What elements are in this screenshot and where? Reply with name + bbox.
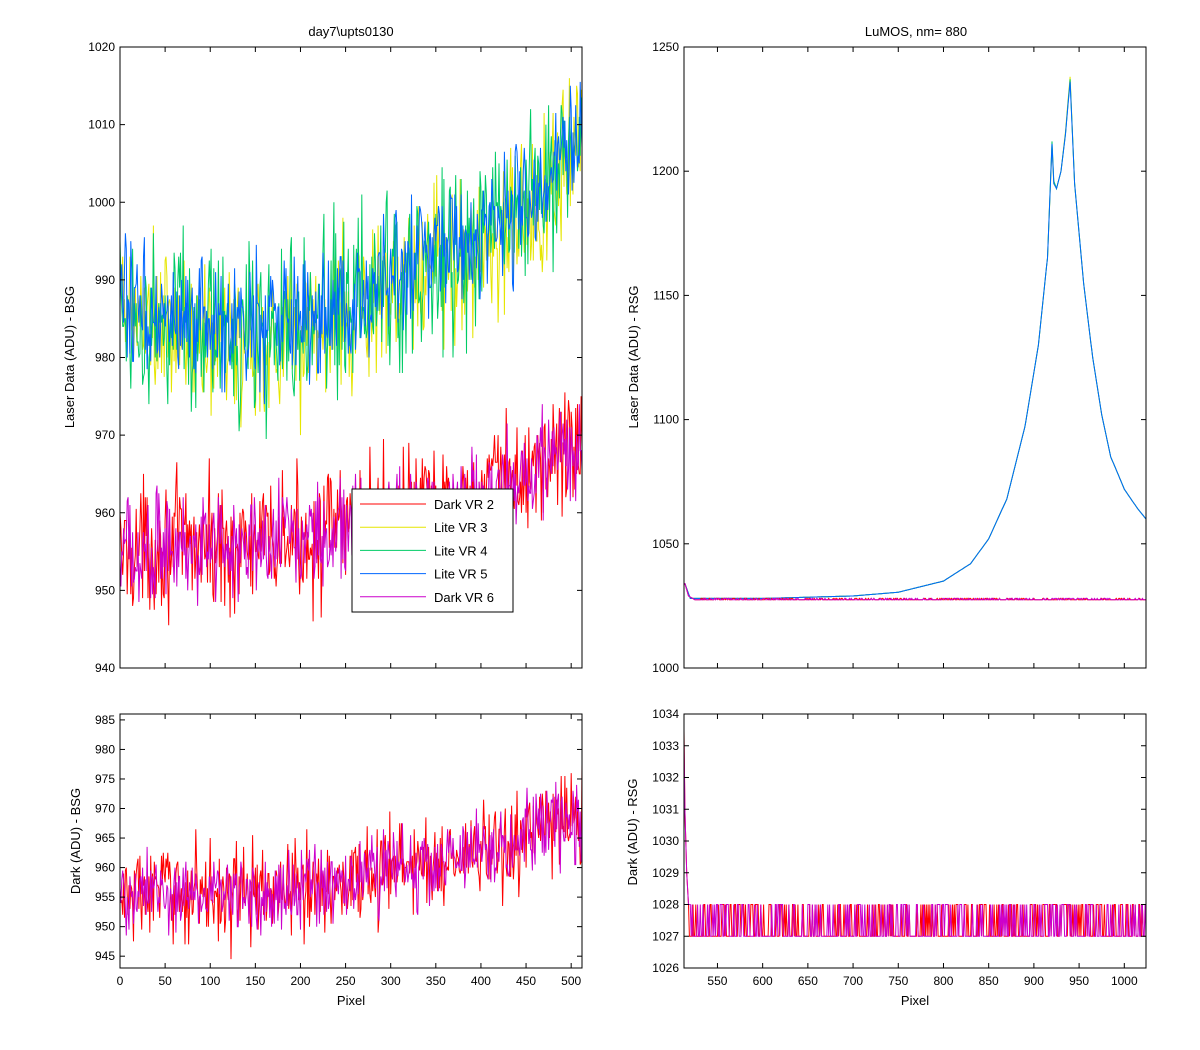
legend-label: Dark VR 2 xyxy=(434,497,494,512)
y-tick-label: 1026 xyxy=(652,961,679,975)
ylabel-dark-rsg: Dark (ADU) - RSG xyxy=(625,779,640,886)
x-tick-label: 0 xyxy=(117,974,124,988)
ylabel-laser-rsg: Laser Data (ADU) - RSG xyxy=(626,285,641,428)
series-line-dark-vr-6 xyxy=(120,781,582,936)
legend-label: Lite VR 3 xyxy=(434,520,487,535)
y-tick-label: 1000 xyxy=(88,195,115,209)
x-tick-label: 250 xyxy=(336,974,356,988)
axes-box xyxy=(683,46,1147,669)
x-tick-label: 200 xyxy=(290,974,310,988)
y-tick-label: 940 xyxy=(95,661,115,675)
y-tick-label: 1020 xyxy=(88,40,115,54)
x-tick-label: 150 xyxy=(245,974,265,988)
x-tick-label: 900 xyxy=(1024,974,1044,988)
y-tick-label: 1150 xyxy=(653,288,679,302)
x-tick-label: 300 xyxy=(381,974,401,988)
y-tick-label: 945 xyxy=(95,949,115,963)
y-tick-label: 1032 xyxy=(652,771,679,785)
series-line-lite-vr-5 xyxy=(120,81,582,405)
plot-area-laser-rsg: 1000 1050 1100 1150 1200 1250 xyxy=(652,40,1147,675)
y-tick-label: 980 xyxy=(95,742,115,756)
xlabel-dark-rsg: Pixel xyxy=(901,993,929,1008)
y-tick-label: 950 xyxy=(95,583,115,597)
legend-label: Lite VR 4 xyxy=(434,543,487,558)
ylabel-laser-bsg: Laser Data (ADU) - BSG xyxy=(62,286,77,428)
y-tick-label: 1031 xyxy=(652,802,679,816)
y-tick-label: 1028 xyxy=(652,898,679,912)
series-line-dark-vr-2 xyxy=(120,764,582,960)
series-line-lite-vr-4 xyxy=(120,97,582,440)
x-tick-label: 1000 xyxy=(1111,974,1138,988)
y-tick-label: 955 xyxy=(95,890,115,904)
x-tick-label: 400 xyxy=(471,974,491,988)
y-tick-label: 1029 xyxy=(652,866,679,880)
legend: Dark VR 2 Lite VR 3 Lite VR 4 Lite VR 5 Dark… xyxy=(351,488,514,613)
plot-area-dark-rsg: 550 600 650 700 750 800 850 900 950 1000 1026 1027 1… xyxy=(652,707,1147,988)
y-tick-label: 1200 xyxy=(652,164,679,178)
y-tick-label: 1000 xyxy=(652,661,679,675)
x-tick-label: 800 xyxy=(933,974,953,988)
series-group xyxy=(684,76,1146,601)
panel-laser-rsg: LuMOS, nm= 880 Laser Data (ADU) - RSG 10… xyxy=(626,24,1147,675)
y-tick-label: 1030 xyxy=(652,834,679,848)
x-tick-label: 700 xyxy=(843,974,863,988)
plot-area-dark-bsg: 0 50 100 150 200 250 300 350 400 450 500 945 950 955 9… xyxy=(95,713,583,988)
panel-dark-rsg: Dark (ADU) - RSG Pixel 550 600 650 700 750 80… xyxy=(625,707,1147,1008)
legend-label: Lite VR 5 xyxy=(434,567,487,582)
x-tick-label: 650 xyxy=(798,974,818,988)
x-tick-label: 500 xyxy=(561,974,581,988)
series-line-dark-vr-6 xyxy=(684,583,1146,601)
y-tick-label: 985 xyxy=(95,713,115,727)
axes-box xyxy=(119,713,583,969)
x-tick-label: 550 xyxy=(707,974,727,988)
y-tick-label: 980 xyxy=(95,351,115,365)
x-tick-label: 350 xyxy=(426,974,446,988)
y-tick-label: 960 xyxy=(95,506,115,520)
y-tick-label: 990 xyxy=(95,273,115,287)
title-laser-rsg: LuMOS, nm= 880 xyxy=(865,24,967,39)
x-tick-label: 750 xyxy=(888,974,908,988)
panel-dark-bsg: Dark (ADU) - BSG Pixel 0 50 100 150 200 250 30… xyxy=(68,713,583,1008)
x-tick-label: 100 xyxy=(200,974,220,988)
y-tick-label: 1100 xyxy=(653,413,679,427)
y-tick-label: 1034 xyxy=(652,707,679,721)
y-tick-label: 1027 xyxy=(652,929,679,943)
legend-label: Dark VR 6 xyxy=(434,590,494,605)
x-tick-label: 450 xyxy=(516,974,536,988)
y-tick-label: 1033 xyxy=(652,739,679,753)
x-tick-label: 600 xyxy=(753,974,773,988)
x-tick-label: 850 xyxy=(979,974,999,988)
x-tick-label: 950 xyxy=(1069,974,1089,988)
y-tick-label: 970 xyxy=(95,428,115,442)
y-tick-label: 950 xyxy=(95,920,115,934)
title-laser-bsg: day7\upts0130 xyxy=(308,24,393,39)
series-group xyxy=(120,764,582,960)
y-tick-label: 1010 xyxy=(88,118,115,132)
y-tick-label: 965 xyxy=(95,831,115,845)
y-tick-label: 1050 xyxy=(652,537,679,551)
y-tick-label: 1250 xyxy=(652,40,679,54)
y-tick-label: 960 xyxy=(95,861,115,875)
ylabel-dark-bsg: Dark (ADU) - BSG xyxy=(68,788,83,894)
series-line-lite-vr-5 xyxy=(684,81,1146,599)
y-tick-label: 975 xyxy=(95,772,115,786)
x-tick-label: 50 xyxy=(158,974,172,988)
series-line-dark-vr-6 xyxy=(684,739,1146,937)
y-tick-label: 970 xyxy=(95,802,115,816)
xlabel-dark-bsg: Pixel xyxy=(337,993,365,1008)
series-group xyxy=(684,729,1146,937)
